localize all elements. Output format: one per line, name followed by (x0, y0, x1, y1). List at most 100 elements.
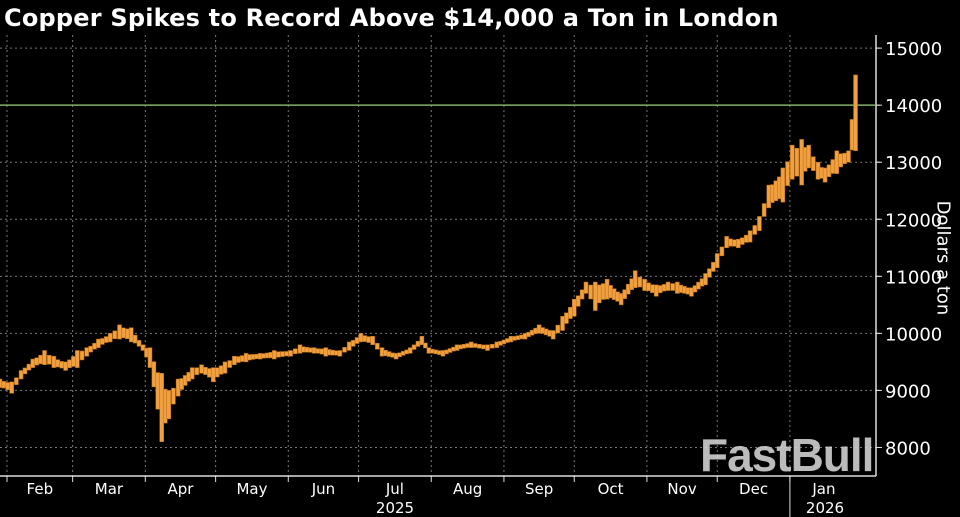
price-bar (362, 335, 368, 342)
year-label: 2025 (376, 499, 414, 517)
price-bar (103, 336, 109, 343)
price-bar (785, 161, 790, 186)
x-tick-label: Mar (95, 480, 124, 498)
price-bar (838, 153, 843, 168)
price-bar (112, 330, 118, 340)
price-bar (1, 381, 7, 389)
y-axis-label: Dollars a ton (932, 200, 954, 316)
price-bar (30, 358, 36, 368)
price-bar (239, 355, 245, 362)
price-bar (5, 382, 11, 391)
y-tick-label: 15000 (885, 39, 942, 60)
price-bar (280, 351, 285, 357)
price-bar (350, 340, 356, 347)
price-bar (189, 367, 195, 380)
price-bar (657, 285, 663, 294)
price-bar (724, 236, 729, 249)
price-bar (207, 368, 212, 378)
price-bar (276, 351, 281, 358)
price-bar (789, 144, 795, 180)
price-bar (117, 324, 122, 340)
price-bar (757, 216, 762, 231)
price-bar (719, 246, 725, 257)
price-bar (665, 281, 671, 291)
price-bar (822, 167, 828, 183)
price-bar (14, 377, 19, 385)
price-bar (121, 327, 126, 339)
price-bar (128, 327, 134, 343)
price-bar (319, 348, 325, 355)
price-bar (411, 344, 417, 350)
price-bar (571, 298, 577, 317)
price-bar (646, 282, 651, 292)
price-bar (18, 370, 24, 380)
price-bar (489, 343, 495, 349)
price-bar (670, 283, 675, 291)
price-bar (92, 342, 97, 350)
price-bar (38, 354, 43, 365)
price-bar (703, 273, 708, 286)
price-bar (67, 359, 72, 369)
price-bar (79, 350, 85, 361)
x-tick-label: May (236, 480, 267, 498)
price-bar (107, 333, 113, 343)
price-bar (743, 234, 749, 243)
price-bar (311, 347, 317, 354)
price-bar (211, 367, 216, 383)
price-bar (597, 284, 602, 304)
x-tick-label: Nov (667, 480, 696, 498)
price-bar (232, 355, 237, 366)
price-bar (732, 239, 737, 247)
price-bar (358, 333, 364, 343)
y-tick-label: 9000 (885, 381, 931, 402)
chart-title: Copper Spikes to Record Above $14,000 a … (4, 4, 779, 32)
x-tick-label: Oct (598, 480, 624, 498)
price-bar (218, 365, 224, 375)
price-bar (846, 150, 851, 163)
price-bar (826, 164, 832, 178)
price-bar (568, 307, 573, 319)
price-bar (51, 355, 57, 368)
price-bar (842, 152, 847, 164)
price-bar (423, 342, 428, 349)
price-bar (337, 350, 343, 357)
price-bar (100, 338, 105, 345)
price-bar (315, 348, 321, 354)
price-bar (155, 372, 161, 410)
y-tick-label: 11000 (885, 267, 942, 288)
price-bar (9, 381, 14, 394)
price-bar (26, 363, 32, 371)
price-bar (194, 367, 200, 375)
price-bar (472, 343, 478, 348)
price-bar (140, 344, 146, 351)
price-bar (284, 351, 289, 357)
price-bar (46, 355, 52, 365)
price-bar (415, 340, 421, 347)
price-bar (63, 361, 68, 371)
price-bar (125, 328, 130, 340)
price-bar (96, 338, 101, 348)
price-bar (199, 364, 204, 374)
price-bar (214, 367, 220, 378)
price-bar (222, 361, 228, 374)
price-bar (485, 344, 490, 351)
price-bar (575, 295, 581, 307)
price-bar (707, 268, 712, 278)
price-bar (550, 330, 556, 340)
price-bar (728, 238, 733, 247)
price-bar (650, 284, 655, 293)
x-tick-label: Jan (811, 480, 835, 498)
y-tick-label: 8000 (885, 438, 931, 459)
x-tick-label: Dec (739, 480, 768, 498)
price-bar (88, 345, 93, 353)
x-tick-label: Feb (27, 480, 54, 498)
price-bar (834, 150, 840, 174)
price-bar (637, 276, 643, 288)
y-tick-label: 13000 (885, 153, 942, 174)
price-bar (481, 344, 486, 350)
year-label: 2026 (806, 499, 844, 517)
price-bar (354, 337, 360, 344)
price-bar (419, 335, 425, 346)
price-bar (564, 312, 569, 324)
